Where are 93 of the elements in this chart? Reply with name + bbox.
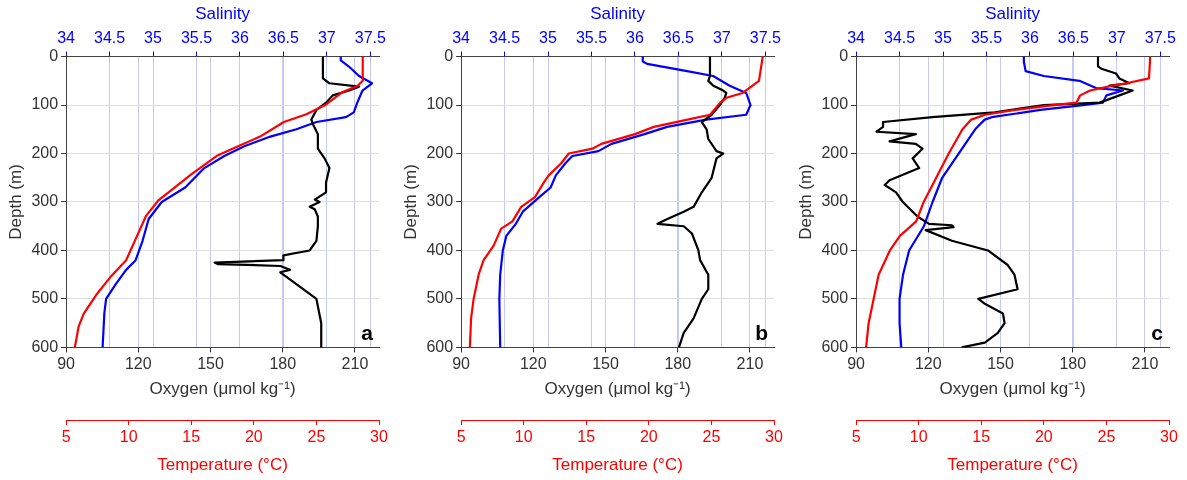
y-axis-title: Depth (m) (5, 164, 25, 240)
annotation: a (361, 320, 374, 344)
x-tick-label: 20 (639, 428, 658, 446)
y-tick-label: 0 (49, 47, 59, 65)
x-tick-label: 180 (664, 355, 692, 373)
x-tick-label: 20 (1034, 428, 1053, 446)
x-tick-label: 120 (124, 355, 152, 373)
x2-tick-label: 37 (712, 29, 731, 47)
x-tick-label: 180 (269, 355, 297, 373)
x-tick-label: 90 (847, 355, 866, 373)
x2-tick-label: 37.5 (1144, 29, 1176, 47)
x-tick-label: 10 (119, 428, 138, 446)
y-tick-label: 200 (31, 143, 59, 161)
y-tick-label: 600 (426, 337, 454, 355)
x2-tick-label: 36.5 (662, 29, 695, 47)
y-tick-label: 400 (821, 240, 849, 258)
x-tick-label: 5 (61, 428, 71, 446)
x-tick-label: 120 (519, 355, 547, 373)
x2-tick-label: 35 (539, 29, 558, 47)
y-tick-label: 500 (31, 289, 59, 307)
x-tick-label: 30 (765, 428, 783, 446)
y-tick-label: 300 (31, 192, 59, 210)
x2-tick-label: 36 (1021, 29, 1039, 47)
annotation: c (1151, 320, 1164, 344)
y-tick-label: 300 (821, 192, 849, 210)
x-tick-label: 5 (456, 428, 466, 446)
x-tick-label: 210 (736, 355, 764, 373)
x2-tick-label: 35 (144, 29, 163, 47)
x-tick-label: 150 (987, 355, 1014, 373)
x2-tick-label: 37 (1107, 29, 1126, 47)
y-tick-label: 600 (821, 337, 849, 355)
x-tick-label: 20 (244, 428, 263, 446)
x-axis-title: Oxygen (μmol kg⁻¹) (939, 379, 1086, 399)
y-tick-label: 100 (31, 95, 59, 113)
annotation: b (755, 320, 768, 344)
x2-tick-label: 35.5 (180, 29, 213, 47)
y-tick-label: 600 (31, 337, 59, 355)
x2-tick-label: 36.5 (1057, 29, 1090, 47)
x-tick-label: 15 (972, 428, 991, 446)
x2-tick-label: 35.5 (575, 29, 608, 47)
x-tick-label: 25 (702, 428, 721, 446)
x-axis-title: Temperature (°C) (552, 455, 683, 475)
x2-tick-label: 35 (934, 29, 953, 47)
y-tick-label: 400 (426, 240, 454, 258)
x-tick-label: 150 (197, 355, 224, 373)
y-tick-label: 0 (839, 47, 849, 65)
y-tick-label: 300 (426, 192, 454, 210)
x2-tick-label: 37.5 (354, 29, 386, 47)
x2-tick-label: 35.5 (970, 29, 1003, 47)
x2-tick-label: 34.5 (883, 29, 916, 47)
y-axis-title: Depth (m) (400, 164, 420, 240)
x-tick-label: 90 (452, 355, 471, 373)
x2-tick-label: 36.5 (267, 29, 300, 47)
x2-tick-label: 34.5 (488, 29, 521, 47)
x2-tick-label: 36 (626, 29, 644, 47)
y-tick-label: 200 (821, 143, 849, 161)
y-tick-label: 200 (426, 143, 454, 161)
y-tick-label: 0 (444, 47, 454, 65)
x2-tick-label: 37 (317, 29, 336, 47)
x2-axis-title: Salinity (985, 3, 1041, 23)
x2-tick-label: 34 (57, 29, 76, 47)
x-tick-label: 10 (909, 428, 928, 446)
x-axis-title: Temperature (°C) (157, 455, 288, 475)
y-tick-label: 500 (426, 289, 454, 307)
x-tick-label: 30 (370, 428, 388, 446)
x-tick-label: 15 (182, 428, 201, 446)
x-tick-label: 25 (1097, 428, 1116, 446)
x-tick-label: 25 (307, 428, 326, 446)
x2-tick-label: 34 (847, 29, 866, 47)
x-axis-title: Temperature (°C) (947, 455, 1078, 475)
x-tick-label: 90 (57, 355, 76, 373)
x-tick-label: 30 (1160, 428, 1178, 446)
x2-tick-label: 34.5 (93, 29, 126, 47)
x-tick-label: 180 (1059, 355, 1087, 373)
x-tick-label: 210 (341, 355, 369, 373)
x-tick-label: 15 (577, 428, 596, 446)
y-tick-label: 400 (31, 240, 59, 258)
x2-tick-label: 36 (231, 29, 249, 47)
x2-tick-label: 37.5 (749, 29, 781, 47)
y-tick-label: 500 (821, 289, 849, 307)
x2-axis-title: Salinity (195, 3, 251, 23)
x-axis-title: Oxygen (μmol kg⁻¹) (544, 379, 691, 399)
x-tick-label: 210 (1131, 355, 1159, 373)
x-tick-label: 120 (914, 355, 942, 373)
y-tick-label: 100 (426, 95, 454, 113)
x2-tick-label: 34 (452, 29, 471, 47)
x-tick-label: 150 (592, 355, 619, 373)
x-tick-label: 10 (514, 428, 533, 446)
x2-axis-title: Salinity (590, 3, 646, 23)
x-tick-label: 5 (851, 428, 861, 446)
y-axis-title: Depth (m) (795, 164, 815, 240)
x-axis-title: Oxygen (μmol kg⁻¹) (149, 379, 296, 399)
y-tick-label: 100 (821, 95, 849, 113)
